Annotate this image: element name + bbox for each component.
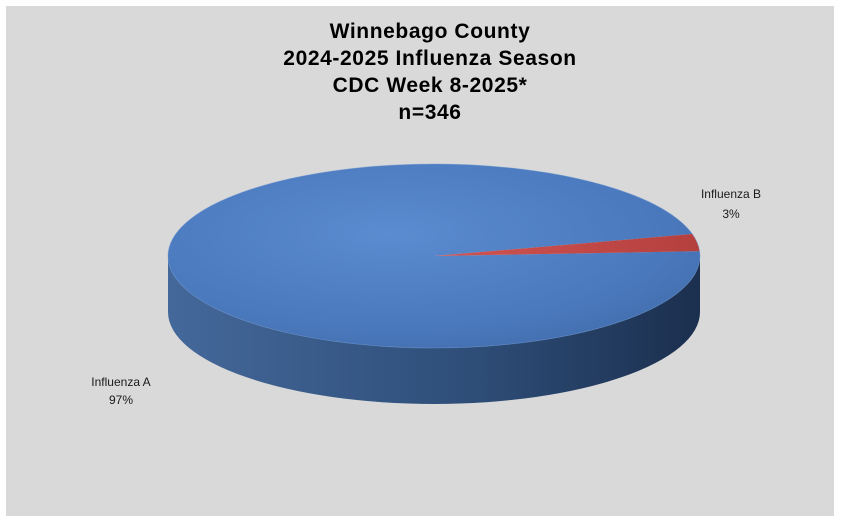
data-label-influenza-b-name: Influenza B	[701, 187, 761, 201]
data-labels: Influenza B 3% Influenza A 97%	[91, 187, 761, 407]
slice-side-influenza-a	[168, 256, 700, 404]
chart-title-line-3: CDC Week 8-2025*	[333, 74, 528, 97]
pie-group	[167, 163, 701, 404]
chart-title-line-4: n=346	[398, 101, 461, 124]
chart-area: Winnebago County 2024-2025 Influenza Sea…	[6, 6, 834, 516]
slice-top-influenza-a	[168, 164, 700, 349]
slice-top-influenza-b	[434, 234, 700, 256]
pie-chart: Winnebago County 2024-2025 Influenza Sea…	[91, 20, 761, 407]
chart-title-line-1: Winnebago County	[330, 20, 531, 43]
chart-title-line-2: 2024-2025 Influenza Season	[283, 47, 576, 70]
chart-title: Winnebago County 2024-2025 Influenza Sea…	[283, 20, 576, 124]
data-label-influenza-a-value: 97%	[109, 393, 133, 407]
data-label-influenza-b-value: 3%	[722, 207, 740, 221]
pie-rim	[167, 163, 701, 349]
data-label-influenza-a-name: Influenza A	[91, 375, 150, 389]
